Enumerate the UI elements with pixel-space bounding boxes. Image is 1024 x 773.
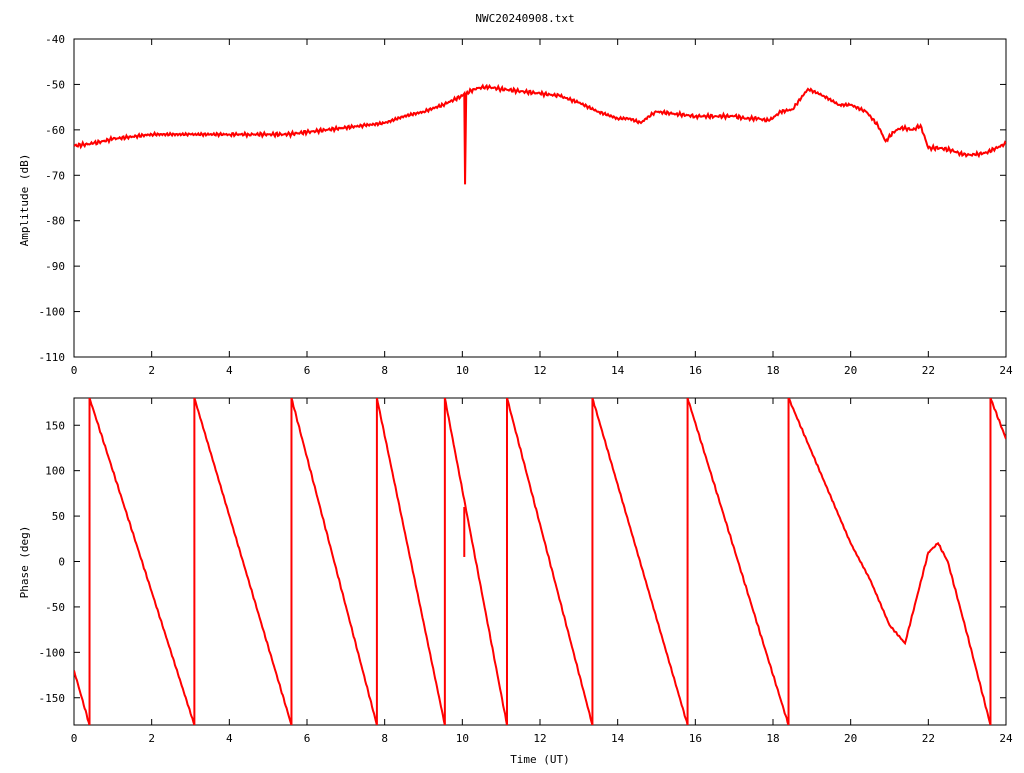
phase-x-tick-label: 18 — [766, 732, 779, 745]
amplitude-x-tick-label: 16 — [689, 364, 702, 377]
amplitude-x-tick-label: 24 — [999, 364, 1013, 377]
phase-y-tick-label: 0 — [58, 556, 65, 569]
phase-axis-label: Phase (deg) — [18, 526, 31, 599]
phase-y-tick-label: -150 — [39, 692, 66, 705]
phase-y-tick-label: -50 — [45, 601, 65, 614]
amplitude-x-tick-label: 18 — [766, 364, 779, 377]
amplitude-y-tick-label: -40 — [45, 33, 65, 46]
amplitude-x-tick-label: 4 — [226, 364, 233, 377]
phase-x-tick-label: 4 — [226, 732, 233, 745]
amplitude-x-tick-label: 2 — [148, 364, 155, 377]
amplitude-series-line — [74, 83, 1006, 185]
phase-x-tick-label: 24 — [999, 732, 1013, 745]
phase-plot-frame — [73, 397, 1007, 726]
amplitude-y-tick-label: -110 — [39, 351, 66, 364]
amplitude-y-tick-label: -60 — [45, 124, 65, 137]
phase-y-tick-label: -100 — [39, 646, 66, 659]
amplitude-x-tick-label: 6 — [304, 364, 311, 377]
amplitude-x-tick-label: 12 — [533, 364, 546, 377]
phase-x-tick-label: 20 — [844, 732, 857, 745]
amplitude-x-tick-label: 10 — [456, 364, 469, 377]
phase-x-tick-label: 2 — [148, 732, 155, 745]
chart-title: NWC20240908.txt — [475, 12, 574, 25]
phase-x-tick-label: 12 — [533, 732, 546, 745]
amplitude-x-tick-label: 8 — [381, 364, 388, 377]
phase-x-tick-label: 0 — [71, 732, 78, 745]
amplitude-x-tick-label: 22 — [922, 364, 935, 377]
amplitude-x-tick-label: 0 — [71, 364, 78, 377]
amplitude-y-tick-label: -70 — [45, 169, 65, 182]
phase-x-tick-label: 22 — [922, 732, 935, 745]
amplitude-panel: 0 2 4 6 8 10 12 14 16 18 20 22 24-40-50-60-70-80-90-… — [39, 33, 1013, 377]
phase-x-tick-label: 6 — [304, 732, 311, 745]
amplitude-y-tick-label: -50 — [45, 78, 65, 91]
phase-series-line — [74, 398, 1006, 725]
amplitude-plot-frame — [73, 38, 1007, 358]
time-axis-label: Time (UT) — [510, 753, 570, 766]
amplitude-x-tick-label: 14 — [611, 364, 625, 377]
phase-y-tick-label: 150 — [45, 419, 65, 432]
amplitude-y-tick-label: -80 — [45, 215, 65, 228]
phase-x-tick-label: 16 — [689, 732, 702, 745]
phase-x-tick-label: 10 — [456, 732, 469, 745]
phase-x-tick-label: 14 — [611, 732, 625, 745]
phase-y-tick-label: 50 — [52, 510, 65, 523]
amplitude-axis-label: Amplitude (dB) — [18, 154, 31, 247]
amplitude-x-tick-label: 20 — [844, 364, 857, 377]
phase-y-tick-label: 100 — [45, 465, 65, 478]
phase-x-tick-label: 8 — [381, 732, 388, 745]
phase-panel: 0 2 4 6 8 10 12 14 16 18 20 22 24150100500-50-100-15… — [39, 397, 1013, 745]
amplitude-y-tick-label: -90 — [45, 260, 65, 273]
amplitude-y-tick-label: -100 — [39, 306, 66, 319]
